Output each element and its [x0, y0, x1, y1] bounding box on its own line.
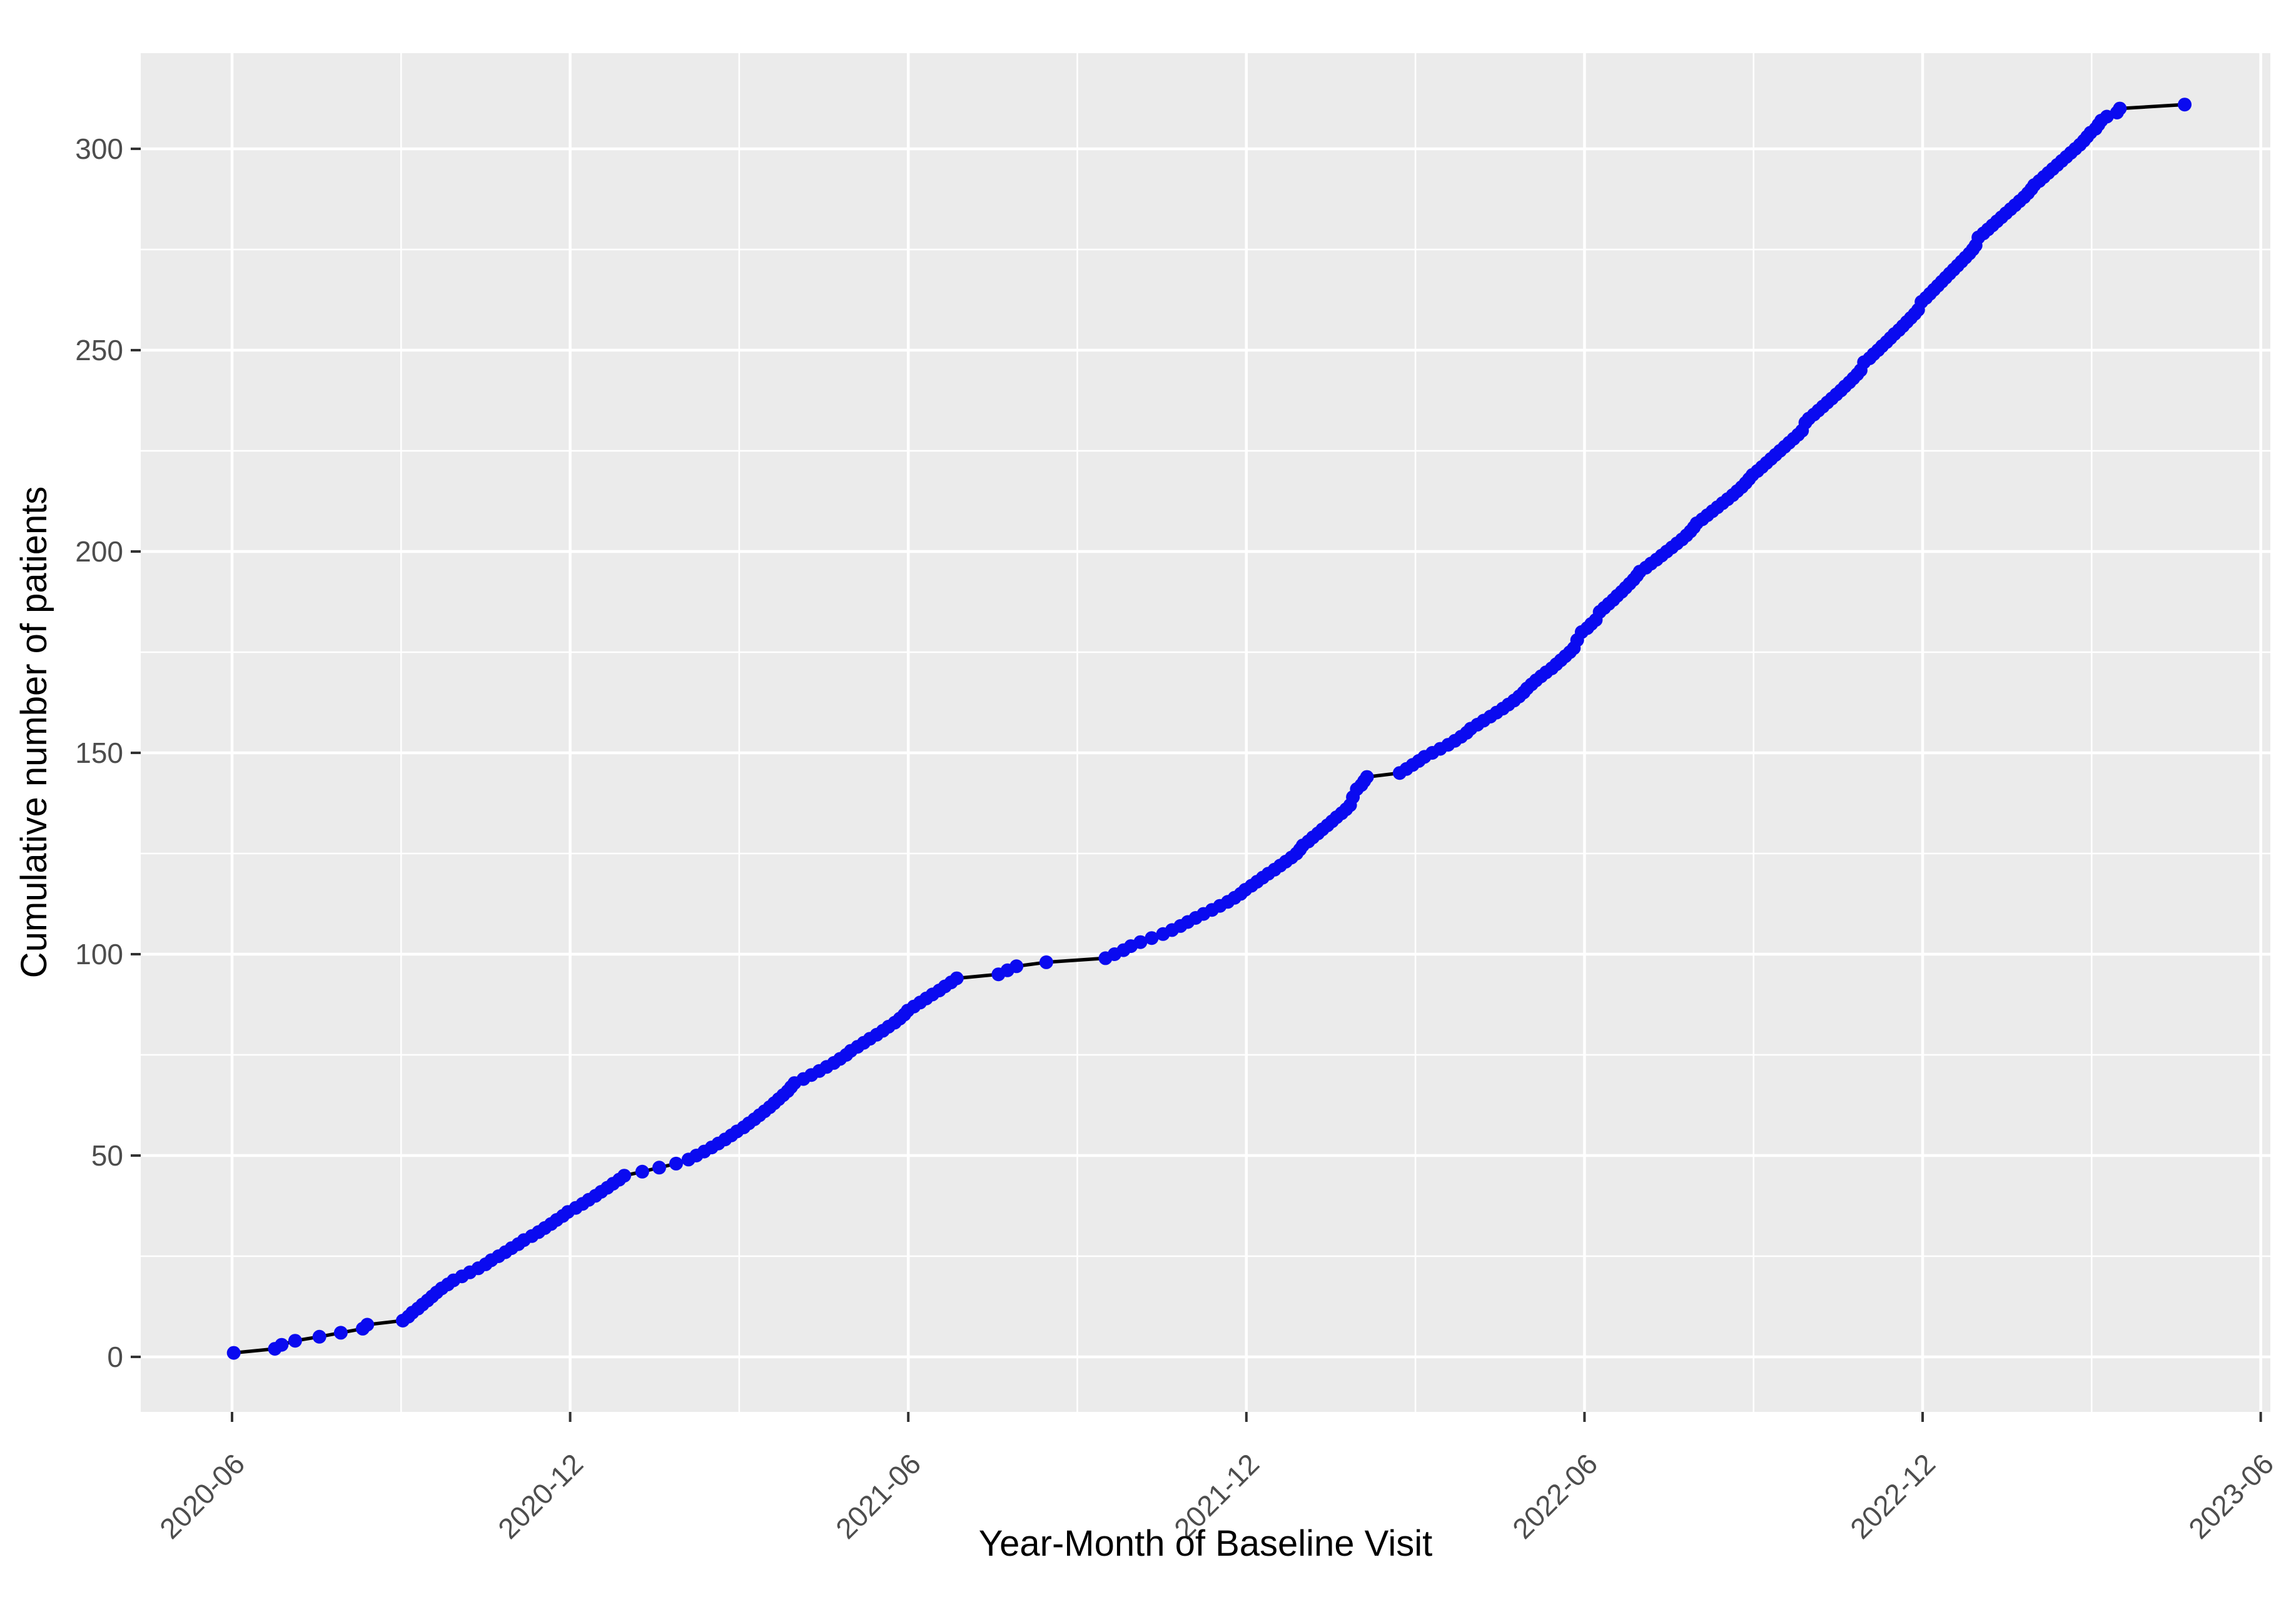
data-point [2178, 98, 2192, 112]
data-point [617, 1169, 632, 1183]
x-axis-title: Year-Month of Baseline Visit [978, 1523, 1433, 1564]
major-gridlines [141, 53, 2270, 1412]
data-point [275, 1337, 289, 1352]
data-point [669, 1156, 683, 1171]
y-axis-title: Cumulative number of patients [14, 486, 54, 979]
data-point [312, 1329, 326, 1344]
y-tick-label: 100 [75, 938, 123, 970]
y-tick-label: 200 [75, 535, 123, 568]
axis-tick-marks [131, 148, 2262, 1422]
y-tick-label: 250 [75, 334, 123, 366]
data-point [1145, 931, 1159, 945]
y-tick-label: 150 [75, 737, 123, 769]
data-point [635, 1164, 649, 1179]
y-tick-label: 50 [91, 1139, 123, 1172]
y-tick-label: 300 [75, 133, 123, 165]
data-point [1133, 935, 1148, 949]
data-point [360, 1317, 375, 1332]
data-point [949, 971, 964, 985]
data-point [2113, 101, 2127, 116]
data-point [652, 1161, 666, 1175]
data-point [288, 1334, 302, 1348]
data-points [226, 98, 2192, 1360]
minor-gridlines [141, 53, 2270, 1412]
data-point [226, 1346, 241, 1360]
plot-panel-background [141, 53, 2270, 1412]
data-point [1039, 955, 1053, 969]
data-point [1360, 770, 1374, 784]
data-point [333, 1326, 348, 1340]
data-point [1009, 959, 1024, 974]
y-tick-label: 0 [107, 1341, 123, 1373]
